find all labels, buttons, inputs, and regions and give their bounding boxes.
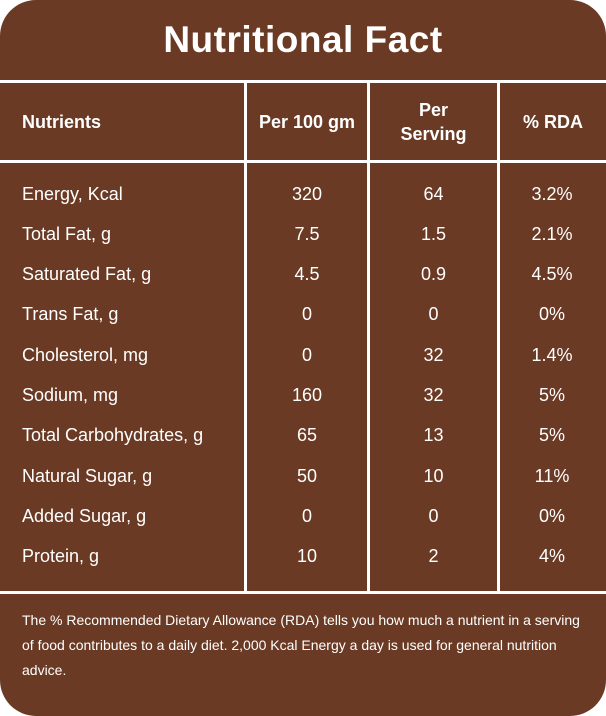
rda-value: 3.2% — [531, 183, 573, 204]
header-nutrients: Nutrients — [22, 111, 102, 132]
rda-value: 4% — [538, 546, 565, 567]
nutrient-name: Protein, g — [22, 546, 100, 567]
rda-value: 2.1% — [531, 223, 573, 244]
per-serving-value: 32 — [423, 344, 444, 365]
nutrient-name: Sodium, mg — [22, 385, 119, 405]
per-100gm-value: 0 — [301, 304, 312, 325]
rda-value: 5% — [538, 385, 565, 405]
table-row: Total Fat, g 7.5 1.5 2.1% — [0, 214, 606, 254]
per-100gm-value: 320 — [291, 183, 323, 204]
nutrient-name: Added Sugar, g — [22, 505, 147, 526]
per-100gm-value: 160 — [291, 385, 323, 405]
per-serving-value: 1.5 — [420, 223, 447, 244]
table-row: Sodium, mg 160 32 5% — [0, 376, 606, 416]
header-per-serving-line1: Per — [418, 99, 449, 120]
table-row: Trans Fat, g 0 0 0% — [0, 295, 606, 335]
per-serving-value: 32 — [423, 385, 444, 405]
per-100gm-value: 10 — [296, 546, 318, 567]
table-row: Saturated Fat, g 4.5 0.9 4.5% — [0, 255, 606, 295]
nutrient-name: Total Fat, g — [22, 223, 112, 244]
per-100gm-value: 0 — [301, 344, 312, 365]
nutrient-name: Cholesterol, mg — [22, 344, 149, 365]
per-100gm-value: 50 — [296, 465, 318, 486]
nutrient-name: Natural Sugar, g — [22, 465, 153, 486]
column-divider-2 — [367, 83, 370, 591]
per-100gm-value: 65 — [296, 425, 318, 446]
rda-value: 0% — [538, 304, 565, 325]
rda-value: 0% — [538, 505, 565, 526]
rda-value: 1.4% — [531, 344, 573, 365]
per-100gm-value: 4.5 — [294, 264, 320, 285]
table-row: Total Carbohydrates, g 65 13 5% — [0, 416, 606, 456]
nutrient-name: Saturated Fat, g — [22, 264, 152, 285]
table-row: Energy, Kcal 320 64 3.2% — [0, 174, 606, 214]
header-rda: % RDA — [522, 111, 583, 132]
table-row: Added Sugar, g 0 0 0% — [0, 496, 606, 536]
nutrient-name: Total Carbohydrates, g — [22, 425, 204, 446]
rda-footnote: The % Recommended Dietary Allowance (RDA… — [22, 612, 580, 678]
nutrient-name: Energy, Kcal — [22, 183, 123, 204]
divider-header — [0, 160, 606, 163]
divider-bottom — [0, 591, 606, 594]
per-serving-value: 0 — [428, 304, 439, 325]
page-title: Nutritional Fact — [163, 19, 443, 60]
header-per-100gm: Per 100 gm — [258, 111, 356, 132]
rda-value: 5% — [538, 425, 565, 446]
per-serving-value: 2 — [428, 546, 439, 567]
nutrient-name: Trans Fat, g — [22, 304, 119, 325]
divider-top — [0, 80, 606, 83]
per-serving-value: 64 — [423, 183, 444, 204]
column-divider-3 — [497, 83, 500, 591]
per-100gm-value: 7.5 — [294, 223, 320, 244]
per-serving-value: 0.9 — [420, 264, 447, 285]
table-row: Cholesterol, mg 0 32 1.4% — [0, 335, 606, 375]
rda-value: 11% — [534, 465, 570, 486]
table-row: Protein, g 10 2 4% — [0, 537, 606, 577]
header-per-serving: Per Serving — [370, 83, 497, 160]
per-serving-value: 10 — [423, 465, 444, 486]
per-serving-value: 13 — [423, 425, 444, 446]
table-row: Natural Sugar, g 50 10 11% — [0, 456, 606, 496]
per-serving-value: 0 — [428, 505, 439, 526]
column-divider-1 — [244, 83, 247, 591]
per-100gm-value: 0 — [301, 505, 312, 526]
header-per-serving-line2: Serving — [400, 123, 467, 144]
rda-value: 4.5% — [531, 264, 573, 285]
